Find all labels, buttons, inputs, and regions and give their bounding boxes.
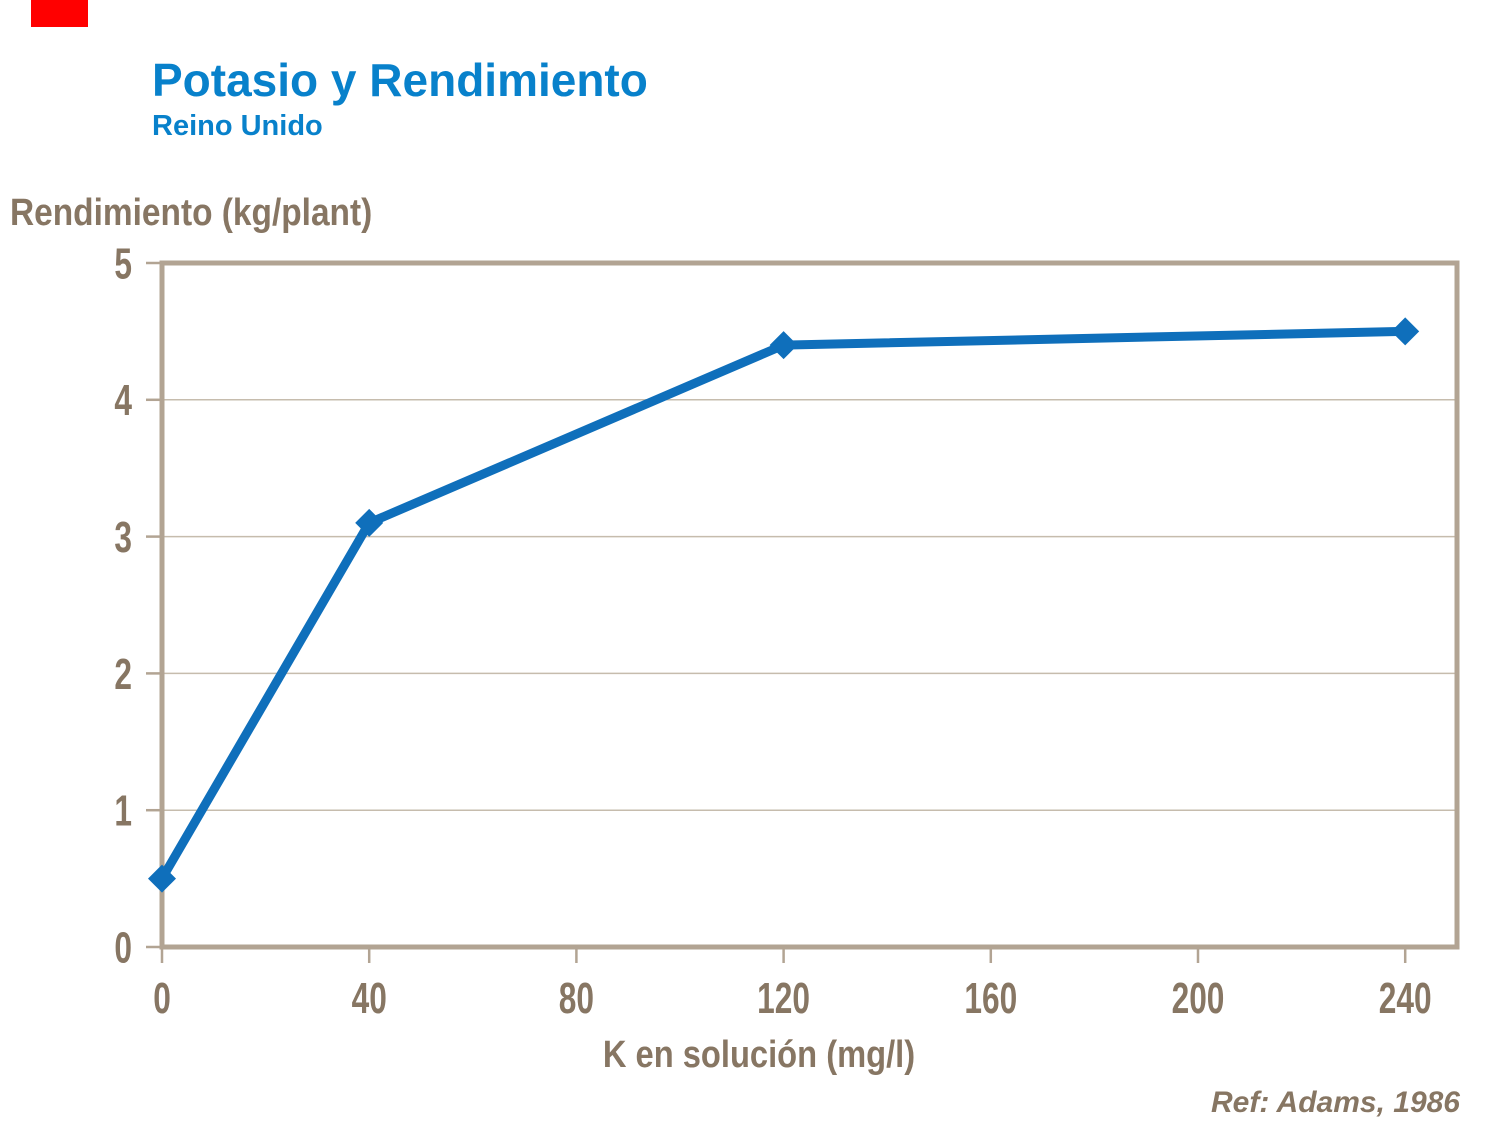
x-tick-label: 40 [352, 974, 387, 1023]
x-tick-label-group: 120 [757, 974, 810, 1023]
y-tick-label-group: 1 [114, 787, 132, 836]
reference-text: Ref: Adams, 1986 [1211, 1086, 1460, 1119]
data-series-line [157, 326, 1410, 884]
x-tick-label: 200 [1172, 974, 1225, 1023]
plot-border [159, 260, 1460, 950]
x-tick-label: 160 [964, 974, 1017, 1023]
chart-title: Potasio y Rendimiento [152, 54, 648, 106]
data-point-marker [148, 864, 176, 893]
y-tick-label: 4 [114, 376, 132, 425]
x-tick-label: 120 [757, 974, 810, 1023]
y-tick-label-group: 4 [114, 376, 132, 425]
x-axis-title: K en solución (mg/l) [602, 1034, 916, 1076]
data-point-marker [1391, 317, 1420, 346]
y-tick-label: 1 [114, 787, 132, 836]
y-tick-label: 0 [114, 923, 132, 972]
x-tick-label-group: 40 [352, 974, 387, 1023]
y-tick-label-group: 0 [114, 923, 132, 972]
x-tick-label-group: 200 [1172, 974, 1225, 1023]
data-point-marker [355, 508, 384, 537]
y-tick-label: 3 [114, 513, 132, 562]
x-tick-label: 240 [1379, 974, 1432, 1023]
x-tick-label-group: 240 [1379, 974, 1432, 1023]
y-tick-label-group: 2 [114, 650, 132, 699]
chart-subtitle: Reino Unido [152, 110, 323, 142]
x-tick-label-group: 0 [153, 974, 171, 1023]
y-tick-label-group: 5 [114, 239, 132, 288]
data-point-marker [769, 331, 798, 360]
slide-accent-mark [31, 0, 88, 27]
x-tick-label-group: 80 [559, 974, 594, 1023]
x-tick-label-group: 160 [964, 974, 1017, 1023]
y-tick-label-group: 3 [114, 513, 132, 562]
y-tick-label: 5 [114, 239, 132, 288]
y-axis-title: Rendimiento (kg/plant) [10, 192, 373, 234]
x-tick-label: 0 [153, 974, 171, 1023]
x-tick-label: 80 [559, 974, 594, 1023]
y-tick-label: 2 [114, 650, 132, 699]
